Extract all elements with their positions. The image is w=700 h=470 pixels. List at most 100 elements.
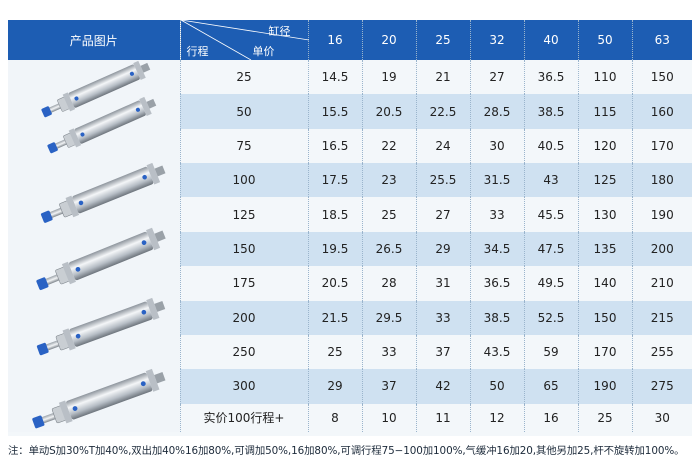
price-cell: 120 [577, 128, 632, 164]
table-row: 125 18.5 25 27 33 45.5 130 190 [8, 197, 692, 232]
cylinder-illustration [8, 60, 178, 432]
price-row-label: 实价100行程+ [179, 403, 308, 432]
price-cell: 150 [577, 300, 632, 335]
price-cell: 27 [469, 60, 524, 95]
price-cell: 37 [415, 334, 470, 370]
price-cell: 29 [415, 231, 470, 267]
price-cell: 29 [307, 369, 362, 404]
price-cell: 255 [631, 334, 692, 370]
bore-header: 16 [307, 20, 362, 60]
price-cell: 190 [577, 369, 632, 404]
stroke-cell: 250 [179, 334, 308, 370]
price-cell: 150 [631, 60, 692, 95]
price-cell: 22 [361, 128, 416, 164]
price-cell: 33 [415, 300, 470, 335]
header-row: 产品图片 缸径 行程 单价 16 20 25 32 40 50 63 [8, 20, 692, 60]
price-cell: 38.5 [469, 300, 524, 335]
product-image-cell [8, 60, 180, 432]
bore-header: 63 [631, 20, 692, 60]
price-cell: 28.5 [469, 94, 524, 129]
price-cell: 31.5 [469, 163, 524, 198]
diagonal-lines [180, 20, 309, 60]
price-cell: 110 [577, 60, 632, 95]
price-cell: 30 [469, 128, 524, 164]
bore-label: 缸径 [268, 25, 291, 38]
price-cell: 125 [577, 163, 632, 198]
stroke-label: 行程 [186, 45, 209, 58]
price-cell: 42 [415, 369, 470, 404]
price-cell: 38.5 [523, 94, 578, 129]
price-cell: 65 [523, 369, 578, 404]
stroke-cell: 50 [179, 94, 308, 129]
price-cell: 115 [577, 94, 632, 129]
stroke-cell: 75 [179, 128, 308, 164]
price-cell: 19.5 [307, 231, 362, 267]
unit-label: 单价 [252, 45, 275, 58]
price-cell: 18.5 [307, 197, 362, 232]
price-cell: 33 [469, 197, 524, 232]
price-cell: 24 [415, 128, 470, 164]
price-cell: 33 [361, 334, 416, 370]
price-cell: 52.5 [523, 300, 578, 335]
stroke-cell: 150 [179, 231, 308, 267]
price-cell: 37 [361, 369, 416, 404]
price-cell: 36.5 [523, 60, 578, 95]
price-cell: 43 [523, 163, 578, 198]
price-cell: 17.5 [307, 163, 362, 198]
price-cell: 140 [577, 266, 632, 301]
bore-header: 40 [523, 20, 578, 60]
price-cell: 22.5 [415, 94, 470, 129]
price-cell: 200 [631, 231, 692, 267]
table-row: 150 19.5 26.5 29 34.5 47.5 135 200 [8, 231, 692, 267]
price-cell: 27 [415, 197, 470, 232]
bore-header: 20 [361, 20, 416, 60]
stroke-cell: 300 [179, 369, 308, 404]
table-row: 75 16.5 22 24 30 40.5 120 170 [8, 128, 692, 164]
footnote: 注：单动S加30%T加40%,双出加40%16加80%,可调加50%,16加80… [8, 445, 685, 457]
price-cell: 31 [415, 266, 470, 301]
price-table: 产品图片 缸径 行程 单价 16 20 25 32 40 50 63 [8, 20, 692, 432]
price-cell: 23 [361, 163, 416, 198]
price-cell: 20.5 [361, 94, 416, 129]
price-cell: 135 [577, 231, 632, 267]
price-cell: 40.5 [523, 128, 578, 164]
price-cell: 15.5 [307, 94, 362, 129]
price-cell: 25.5 [415, 163, 470, 198]
table-row: 25 14.5 19 21 27 36.5 110 150 [8, 60, 692, 432]
stroke-cell: 125 [179, 197, 308, 232]
table-row: 175 20.5 28 31 36.5 49.5 140 210 [8, 266, 692, 301]
table-row: 300 29 37 42 50 65 190 275 [8, 369, 692, 404]
price-cell: 21 [415, 60, 470, 95]
price-cell: 170 [631, 128, 692, 164]
price-cell: 11 [415, 403, 470, 432]
price-per-100-row: 实价100行程+ 8 10 11 12 16 25 30 [8, 403, 692, 432]
price-cell: 59 [523, 334, 578, 370]
table-row: 200 21.5 29.5 33 38.5 52.5 150 215 [8, 300, 692, 335]
price-cell: 160 [631, 94, 692, 129]
price-cell: 12 [469, 403, 524, 432]
price-cell: 19 [361, 60, 416, 95]
price-cell: 170 [577, 334, 632, 370]
stroke-cell: 200 [179, 300, 308, 335]
price-cell: 180 [631, 163, 692, 198]
table-row: 50 15.5 20.5 22.5 28.5 38.5 115 160 [8, 94, 692, 129]
price-cell: 14.5 [307, 60, 362, 95]
product-image-header: 产品图片 [8, 20, 180, 60]
price-cell: 36.5 [469, 266, 524, 301]
price-cell: 34.5 [469, 231, 524, 267]
table-row: 250 25 33 37 43.5 59 170 255 [8, 334, 692, 370]
price-cell: 25 [577, 403, 632, 432]
bore-header: 32 [469, 20, 524, 60]
bore-header: 50 [577, 20, 632, 60]
price-cell: 190 [631, 197, 692, 232]
price-cell: 49.5 [523, 266, 578, 301]
bore-header: 25 [415, 20, 470, 60]
price-cell: 25 [361, 197, 416, 232]
stroke-cell: 25 [179, 60, 308, 95]
price-cell: 29.5 [361, 300, 416, 335]
stroke-cell: 175 [179, 266, 308, 301]
price-cell: 45.5 [523, 197, 578, 232]
stroke-cell: 100 [179, 163, 308, 198]
price-cell: 16 [523, 403, 578, 432]
price-cell: 21.5 [307, 300, 362, 335]
